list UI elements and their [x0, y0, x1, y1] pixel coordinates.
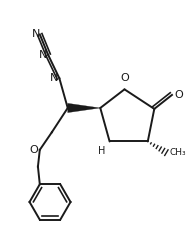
Text: N: N	[38, 50, 47, 60]
Text: O: O	[30, 145, 39, 155]
Text: N: N	[50, 73, 58, 83]
Text: N: N	[32, 30, 40, 39]
Text: H: H	[99, 146, 106, 156]
Text: CH₃: CH₃	[169, 148, 186, 157]
Polygon shape	[68, 103, 100, 113]
Text: O: O	[120, 73, 129, 83]
Text: O: O	[174, 90, 183, 100]
